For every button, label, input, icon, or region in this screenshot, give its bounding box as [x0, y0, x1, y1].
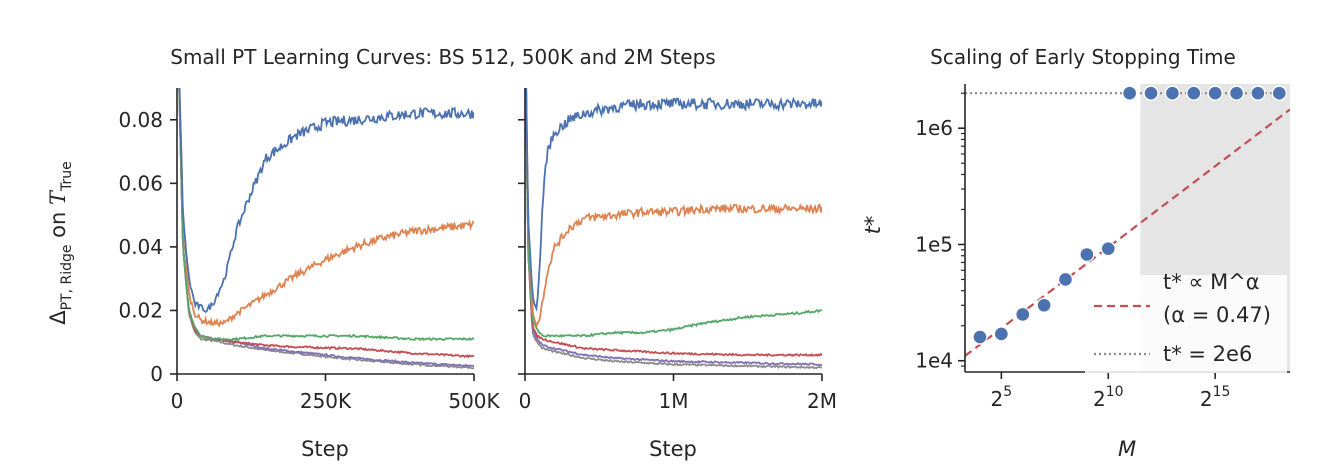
y-tick-label: 1e6	[915, 116, 953, 140]
y-tick-label: 0.02	[118, 298, 163, 322]
legend-hline-label: t* = 2e6	[1163, 342, 1252, 366]
series-group	[178, 88, 474, 370]
scatter-point	[972, 329, 988, 345]
x-tick-base: 2	[1200, 387, 1213, 411]
y-tick-label: 0.04	[118, 235, 163, 259]
legend-box	[1085, 275, 1287, 373]
suptitle: Small PT Learning Curves: BS 512, 500K a…	[170, 45, 715, 69]
scatter-point	[1164, 85, 1181, 101]
scatter-point	[1228, 85, 1245, 101]
series-line-orange	[178, 88, 474, 328]
scatter-point	[1100, 240, 1116, 257]
series-group	[525, 88, 822, 370]
x-tick-label: 250K	[300, 389, 352, 413]
left-ylabel: ΔPT, Ridge on TTrue	[46, 161, 75, 325]
series-line-gray	[525, 88, 822, 370]
scatter-point	[1036, 297, 1052, 313]
y-tick-label: 1e5	[915, 232, 953, 256]
legend-fit-label-2: (α = 0.47)	[1163, 303, 1271, 327]
x-tick-base: 2	[1093, 387, 1106, 411]
x-tick-label: 1M	[659, 389, 689, 413]
scatter-point	[1250, 85, 1266, 101]
x-tick-label: 210	[1093, 384, 1124, 411]
ylabel-delta-sub: PT, Ridge	[59, 245, 75, 311]
series-line-blue	[178, 88, 474, 314]
series-line-gray	[178, 88, 474, 370]
series-line-green	[525, 88, 822, 338]
x-tick-exponent: 15	[1213, 384, 1231, 400]
ylabel-on: on	[46, 205, 70, 245]
scatter-point	[1015, 306, 1031, 323]
x-tick-label: 0	[519, 389, 532, 413]
scatter-point	[1121, 85, 1138, 101]
ylabel-T-sub: True	[59, 161, 75, 192]
x-tick-exponent: 5	[1003, 384, 1012, 400]
series-line-green	[178, 88, 474, 342]
x-tick-label: 2M	[807, 389, 837, 413]
ylabel-scaling: t*	[861, 216, 885, 235]
y-tick-label: 0	[150, 362, 163, 386]
scatter-point	[1271, 85, 1288, 101]
xlabel-panel-2m: Step	[649, 437, 697, 461]
series-line-purple	[178, 88, 474, 368]
y-tick-label: 0.06	[118, 171, 163, 195]
series-line-blue	[525, 88, 822, 312]
panel-2m: 0 1M 2M	[518, 88, 837, 413]
scatter-point	[1079, 246, 1095, 263]
scatter-point	[1143, 85, 1159, 101]
series-line-orange	[525, 88, 822, 328]
x-tick-exponent: 10	[1106, 384, 1124, 400]
legend-fit-label-1: t* ∝ M^α	[1163, 270, 1260, 294]
scatter-point	[1057, 271, 1074, 288]
panel-500k: 0 0.02 0.04 0.06 0.08 0 250K 500K	[118, 88, 501, 413]
x-tick-label: 0	[171, 389, 184, 413]
y-tick-label: 1e4	[915, 349, 953, 373]
scatter-point	[993, 326, 1010, 342]
x-tick-label: 500K	[448, 389, 500, 413]
series-line-red	[178, 88, 474, 359]
scatter-point	[1186, 85, 1202, 101]
series-line-purple	[525, 88, 822, 366]
x-tick-label: 215	[1200, 384, 1231, 411]
series-line-red	[525, 88, 822, 358]
ylabel-delta: Δ	[46, 310, 70, 325]
legend: t* ∝ M^α (α = 0.47) t* = 2e6	[1085, 270, 1287, 373]
x-tick-base: 2	[991, 387, 1004, 411]
xlabel-scaling: M	[1118, 437, 1136, 461]
y-tick-label: 0.08	[118, 108, 163, 132]
scatter-point	[1207, 85, 1223, 101]
xlabel-panel-500k: Step	[301, 437, 349, 461]
ylabel-T: T	[46, 189, 70, 205]
scaling-title: Scaling of Early Stopping Time	[930, 45, 1236, 69]
x-tick-label: 25	[991, 384, 1013, 411]
